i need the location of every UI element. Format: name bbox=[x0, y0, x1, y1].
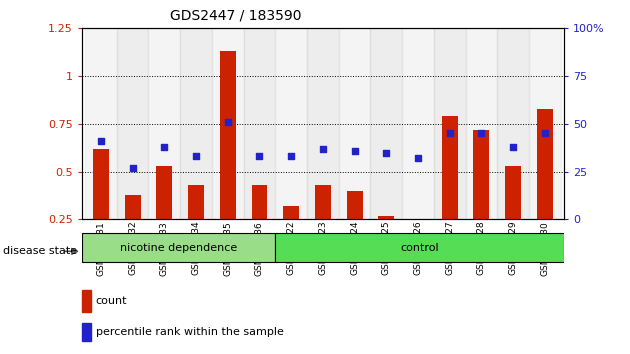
Point bbox=[381, 150, 391, 155]
Bar bbox=[315, 185, 331, 267]
Bar bbox=[188, 185, 204, 267]
Bar bbox=[212, 28, 244, 219]
Bar bbox=[117, 28, 149, 219]
Bar bbox=[82, 290, 91, 312]
Bar bbox=[379, 216, 394, 267]
Point bbox=[255, 154, 265, 159]
Point bbox=[476, 131, 486, 136]
Point bbox=[96, 138, 106, 144]
Bar bbox=[82, 323, 91, 341]
Bar bbox=[346, 191, 362, 267]
Bar bbox=[339, 28, 370, 219]
Point bbox=[413, 155, 423, 161]
Point bbox=[286, 154, 296, 159]
Bar bbox=[93, 149, 109, 267]
Text: count: count bbox=[96, 296, 127, 306]
Bar bbox=[466, 28, 497, 219]
Point bbox=[445, 131, 455, 136]
Point bbox=[508, 144, 518, 150]
Bar bbox=[284, 206, 299, 267]
Bar bbox=[529, 28, 561, 219]
Bar bbox=[156, 166, 172, 267]
Text: disease state: disease state bbox=[3, 246, 77, 256]
Point bbox=[223, 119, 233, 125]
Bar bbox=[410, 221, 426, 267]
Bar bbox=[82, 234, 275, 262]
Point bbox=[318, 146, 328, 152]
Bar bbox=[307, 28, 339, 219]
Point bbox=[350, 148, 360, 154]
Point bbox=[159, 144, 169, 150]
Bar bbox=[402, 28, 434, 219]
Text: control: control bbox=[400, 243, 438, 253]
Point bbox=[540, 131, 550, 136]
Bar bbox=[244, 28, 275, 219]
Bar bbox=[497, 28, 529, 219]
Bar bbox=[275, 234, 564, 262]
Bar bbox=[474, 130, 490, 267]
Bar bbox=[220, 51, 236, 267]
Bar bbox=[275, 28, 307, 219]
Bar bbox=[505, 166, 521, 267]
Text: GDS2447 / 183590: GDS2447 / 183590 bbox=[170, 9, 302, 23]
Bar bbox=[125, 195, 140, 267]
Bar bbox=[149, 28, 180, 219]
Text: percentile rank within the sample: percentile rank within the sample bbox=[96, 327, 284, 337]
Bar bbox=[251, 185, 267, 267]
Bar bbox=[537, 109, 553, 267]
Bar bbox=[370, 28, 402, 219]
Bar bbox=[180, 28, 212, 219]
Point bbox=[191, 154, 201, 159]
Bar bbox=[85, 28, 117, 219]
Point bbox=[128, 165, 138, 171]
Bar bbox=[434, 28, 466, 219]
Text: nicotine dependence: nicotine dependence bbox=[120, 243, 237, 253]
Bar bbox=[442, 116, 457, 267]
